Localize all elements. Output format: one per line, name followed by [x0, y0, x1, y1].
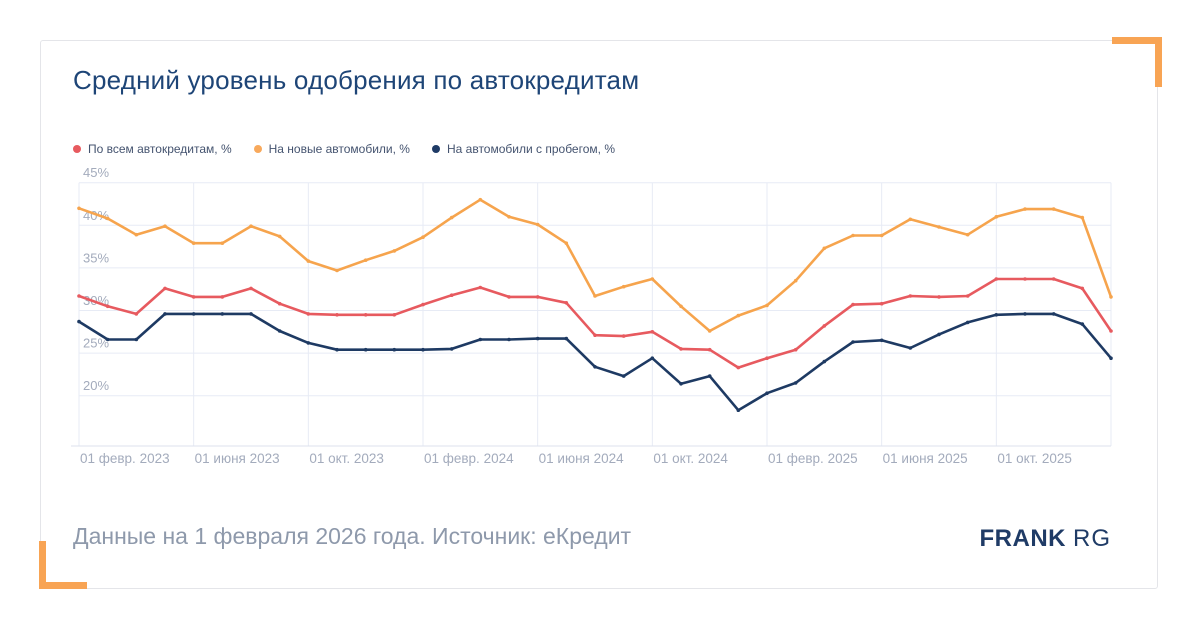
svg-text:20%: 20%	[83, 378, 109, 393]
legend-label: На автомобили с пробегом, %	[446, 142, 615, 156]
corner-bracket-bottom-left	[39, 541, 87, 589]
svg-text:01 июня 2025: 01 июня 2025	[883, 451, 968, 466]
svg-text:01 февр. 2024: 01 февр. 2024	[424, 451, 514, 466]
svg-text:25%: 25%	[83, 336, 109, 351]
svg-text:35%: 35%	[83, 250, 109, 265]
svg-text:01 февр. 2023: 01 февр. 2023	[80, 451, 170, 466]
corner-bracket-top-right	[1112, 37, 1162, 87]
svg-text:01 февр. 2025: 01 февр. 2025	[768, 451, 858, 466]
svg-text:01 окт. 2025: 01 окт. 2025	[997, 451, 1072, 466]
legend-dot-orange-icon	[253, 145, 262, 153]
frank-rg-logo: FRANK RG	[980, 525, 1112, 553]
legend-dot-red-icon	[73, 145, 81, 153]
legend-dot-navy-icon	[431, 145, 440, 153]
data-source-note: Данные на 1 февраля 2026 года. Источник:…	[73, 523, 632, 549]
svg-text:45%: 45%	[83, 165, 109, 180]
legend-item-used-cars: На автомобили с пробегом, %	[431, 142, 615, 156]
svg-text:01 июня 2023: 01 июня 2023	[195, 451, 280, 466]
legend-label: По всем автокредитам, %	[88, 142, 232, 156]
page-title: Средний уровень одобрения по автокредита…	[73, 65, 640, 95]
card-footer: Данные на 1 февраля 2026 года. Источник:…	[73, 523, 1111, 553]
svg-text:01 окт. 2024: 01 окт. 2024	[653, 451, 728, 466]
approval-line-chart: 45% 40% 35% 30% 25% 20% 01 февр. 2023 01 июня 2…	[41, 161, 1159, 481]
svg-text:01 окт. 2023: 01 окт. 2023	[309, 451, 384, 466]
legend-label: На новые автомобили, %	[268, 142, 410, 156]
line-chart-svg: 45%40%35%30%25%20%01 февр. 2023 01 июня 2…	[71, 165, 1113, 466]
chart-legend: По всем автокредитам, % На новые автомоб…	[73, 142, 615, 156]
logo-frank-text: FRANK	[979, 525, 1066, 552]
chart-card: Средний уровень одобрения по автокредита…	[39, 37, 1162, 589]
logo-rg-text: RG	[1073, 525, 1111, 552]
svg-text:01 июня 2024: 01 июня 2024	[539, 451, 624, 466]
legend-item-new-cars: На новые автомобили, %	[253, 142, 410, 156]
legend-item-all-loans: По всем автокредитам, %	[73, 142, 232, 156]
